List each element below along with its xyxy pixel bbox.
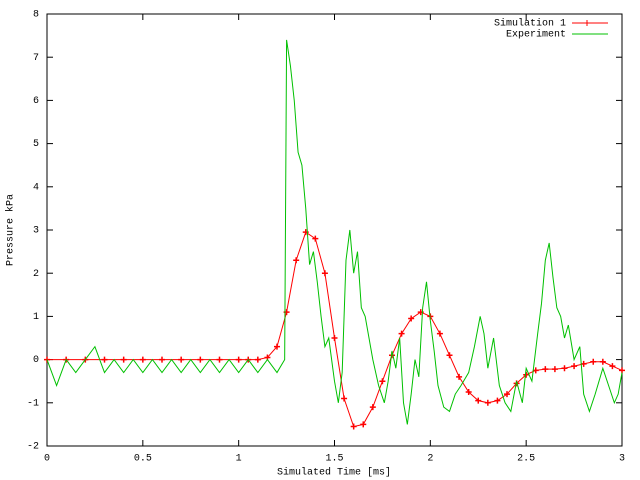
legend-label: Simulation 1	[494, 18, 566, 30]
data-point	[159, 356, 165, 363]
y-tick-label: 8	[33, 10, 39, 21]
data-point	[609, 363, 616, 370]
data-point	[484, 399, 491, 406]
y-tick-label: 0	[33, 355, 39, 366]
x-axis-label: Simulated Time [ms]	[277, 467, 391, 479]
data-point	[254, 356, 261, 363]
data-point	[360, 421, 367, 428]
data-point	[551, 366, 558, 373]
x-tick-label: 1	[236, 454, 242, 465]
data-point	[561, 365, 568, 372]
data-point	[619, 367, 625, 374]
x-tick-label: 0.5	[134, 454, 152, 465]
data-point	[590, 358, 597, 365]
data-point	[197, 356, 204, 363]
data-point	[398, 330, 405, 337]
data-point	[571, 363, 578, 370]
data-point	[341, 395, 348, 402]
data-point	[178, 356, 185, 363]
data-point	[465, 389, 472, 395]
x-tick-label: 2	[427, 454, 433, 465]
data-point	[532, 367, 539, 374]
data-point	[456, 373, 463, 380]
series-line	[46, 39, 623, 425]
y-tick-label: 1	[33, 312, 39, 323]
data-point	[446, 352, 453, 359]
y-tick-label: 5	[33, 139, 39, 150]
data-point	[369, 404, 376, 411]
data-point	[331, 335, 338, 341]
data-point	[120, 356, 127, 363]
data-point	[504, 391, 510, 398]
data-point	[321, 270, 328, 277]
data-point	[274, 343, 280, 350]
y-tick-label: -1	[27, 398, 39, 409]
data-point	[408, 315, 415, 322]
data-point	[101, 356, 108, 363]
y-tick-label: 7	[33, 53, 39, 64]
x-tick-label: 1.5	[325, 454, 343, 465]
data-point	[312, 235, 319, 242]
x-tick-label: 3	[619, 454, 625, 465]
data-point	[293, 257, 300, 264]
plot-border	[46, 13, 623, 447]
legend-label: Experiment	[506, 29, 566, 41]
data-point	[475, 397, 482, 404]
data-point	[436, 330, 443, 337]
data-point	[350, 423, 357, 430]
data-point	[235, 356, 242, 363]
y-tick-label: 2	[33, 269, 39, 280]
x-tick-label: 2.5	[517, 454, 535, 465]
y-tick-label: 4	[33, 182, 39, 193]
y-axis-label: Pressure kPa	[5, 194, 17, 266]
y-tick-label: 3	[33, 226, 39, 237]
data-point	[139, 356, 146, 363]
y-tick-label: -2	[27, 442, 39, 453]
data-point	[542, 366, 549, 373]
data-point	[216, 356, 223, 363]
data-point	[494, 397, 501, 404]
y-tick-label: 6	[33, 96, 39, 107]
data-point	[599, 358, 606, 365]
x-tick-label: 0	[44, 454, 50, 465]
data-point	[379, 378, 386, 385]
